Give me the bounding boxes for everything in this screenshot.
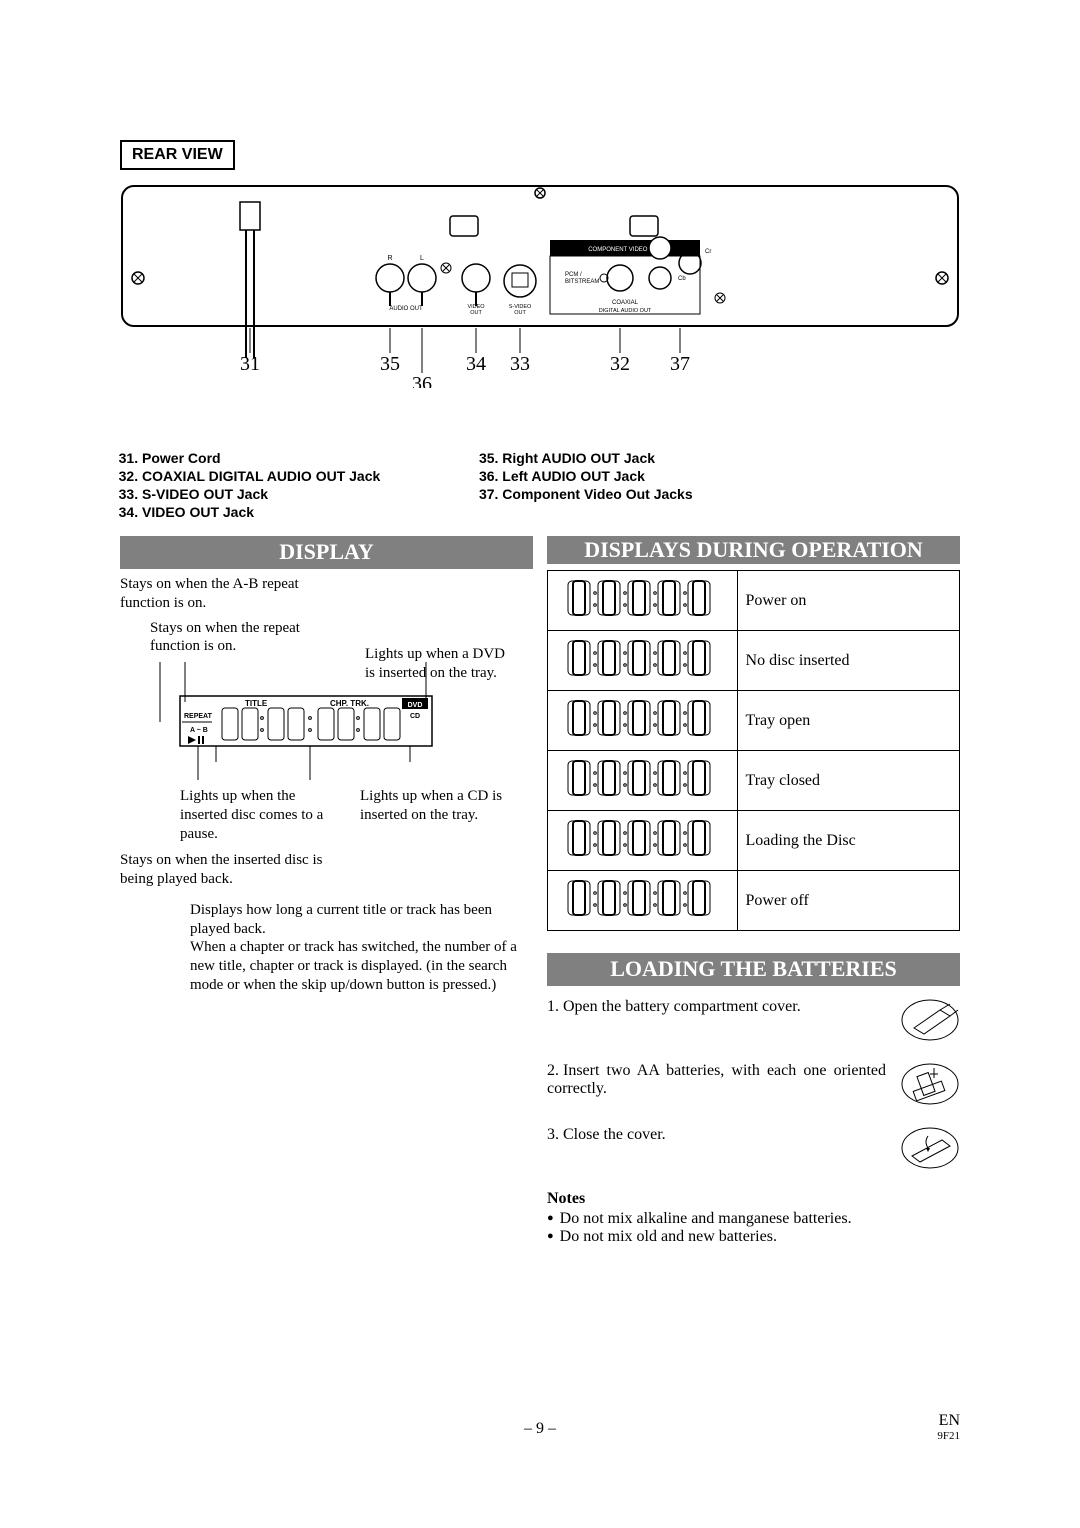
display-state-label: Power on (737, 571, 959, 631)
svg-text:OUT: OUT (514, 310, 526, 316)
ab-repeat-text: Stays on when the A-B repeat function is… (120, 575, 300, 613)
battery-cover-open-icon (900, 998, 960, 1042)
note-item: Do not mix alkaline and manganese batter… (547, 1210, 960, 1228)
display-state-row: Power on (548, 571, 960, 631)
display-state-graphic (548, 571, 738, 631)
display-state-row: Tray open (548, 691, 960, 751)
dvd-text: Lights up when a DVD is inserted on the … (365, 645, 505, 683)
ref-item: Power Cord (142, 450, 380, 466)
svg-text:OUT: OUT (470, 310, 482, 316)
footer-code: 9F21 (937, 1430, 960, 1442)
display-state-label: Loading the Disc (737, 811, 959, 871)
battery-insert-icon (900, 1062, 960, 1106)
display-state-graphic (548, 631, 738, 691)
svg-text:DIGITAL AUDIO OUT: DIGITAL AUDIO OUT (599, 308, 652, 314)
ref-item: S-VIDEO OUT Jack (142, 486, 380, 502)
batteries-steps: 1.Open the battery compartment cover. 2.… (547, 998, 960, 1170)
display-state-graphic (548, 811, 738, 871)
rear-panel-diagram: R L AUDIO OUT VIDEO OUT S-VIDEO OUT PCM … (120, 178, 960, 388)
svg-text:Cb: Cb (678, 276, 686, 282)
display-state-label: Tray open (737, 691, 959, 751)
right-column: DISPLAYS DURING OPERATION Power onNo dis… (547, 536, 960, 1246)
ref-item: VIDEO OUT Jack (142, 504, 380, 520)
display-state-graphic (548, 691, 738, 751)
svg-text:AUDIO OUT: AUDIO OUT (389, 306, 423, 312)
notes-heading: Notes (547, 1190, 960, 1208)
svg-text:36: 36 (412, 373, 432, 388)
footer-right: EN 9F21 (937, 1412, 960, 1442)
svg-text:PCM /: PCM / (565, 272, 582, 278)
batt-step-text: Open the battery compartment cover. (563, 998, 801, 1015)
notes-list: Do not mix alkaline and manganese batter… (547, 1210, 960, 1246)
jack-label-r: R (387, 255, 392, 262)
svg-text:TITLE: TITLE (245, 699, 268, 708)
page-number: – 9 – (0, 1420, 1080, 1438)
batt-step-text: Close the cover. (563, 1126, 666, 1143)
svg-text:34: 34 (466, 353, 486, 375)
display-state-row: Loading the Disc (548, 811, 960, 871)
svg-text:A ~ B: A ~ B (190, 727, 208, 734)
svg-text:COAXIAL: COAXIAL (612, 300, 639, 306)
display-state-label: Power off (737, 871, 959, 931)
svg-text:REPEAT: REPEAT (184, 713, 213, 720)
svg-text:BITSTREAM: BITSTREAM (565, 279, 599, 285)
display-section: DISPLAY Stays on when the A-B repeat fun… (120, 536, 533, 1246)
display-state-row: Power off (548, 871, 960, 931)
svg-text:37: 37 (670, 353, 690, 375)
displays-during-heading: DISPLAYS DURING OPERATION (547, 536, 960, 564)
display-state-graphic (548, 751, 738, 811)
note-item: Do not mix old and new batteries. (547, 1228, 960, 1246)
batt-step-text: Insert two AA batteries, with each one o… (547, 1062, 886, 1097)
ref-item: Right AUDIO OUT Jack (502, 450, 692, 466)
displays-during-table: Power onNo disc insertedTray openTray cl… (547, 570, 960, 931)
time-text: Displays how long a current title or tra… (190, 901, 520, 995)
cd-text: Lights up when a CD is inserted on the t… (360, 787, 510, 843)
repeat-text: Stays on when the repeat function is on. (150, 619, 350, 657)
svg-text:DVD: DVD (408, 702, 423, 709)
refs-left: Power Cord COAXIAL DIGITAL AUDIO OUT Jac… (120, 450, 380, 522)
display-state-graphic (548, 871, 738, 931)
ref-item: COAXIAL DIGITAL AUDIO OUT Jack (142, 468, 380, 484)
jack-label-l: L (420, 255, 424, 262)
display-state-row: No disc inserted (548, 631, 960, 691)
ref-item: Left AUDIO OUT Jack (502, 468, 692, 484)
playback-text: Stays on when the inserted disc is being… (120, 851, 340, 889)
display-heading: DISPLAY (120, 536, 533, 569)
ref-item: Component Video Out Jacks (502, 486, 692, 502)
batteries-heading: LOADING THE BATTERIES (547, 953, 960, 986)
display-state-label: Tray closed (737, 751, 959, 811)
svg-text:CHP. TRK.: CHP. TRK. (330, 699, 369, 708)
svg-text:Cr: Cr (705, 249, 711, 255)
svg-text:CD: CD (410, 713, 420, 720)
pause-text: Lights up when the inserted disc comes t… (180, 787, 340, 843)
svg-text:33: 33 (510, 353, 530, 375)
svg-text:31: 31 (240, 353, 260, 375)
refs-right: Right AUDIO OUT Jack Left AUDIO OUT Jack… (480, 450, 692, 522)
display-state-row: Tray closed (548, 751, 960, 811)
footer-lang: EN (937, 1412, 960, 1430)
rear-view-reference-list: Power Cord COAXIAL DIGITAL AUDIO OUT Jac… (120, 450, 960, 522)
rear-view-label: REAR VIEW (120, 140, 235, 170)
display-state-label: No disc inserted (737, 631, 959, 691)
svg-text:32: 32 (610, 353, 630, 375)
battery-cover-close-icon (900, 1126, 960, 1170)
svg-text:Y: Y (678, 246, 682, 252)
svg-text:35: 35 (380, 353, 400, 375)
